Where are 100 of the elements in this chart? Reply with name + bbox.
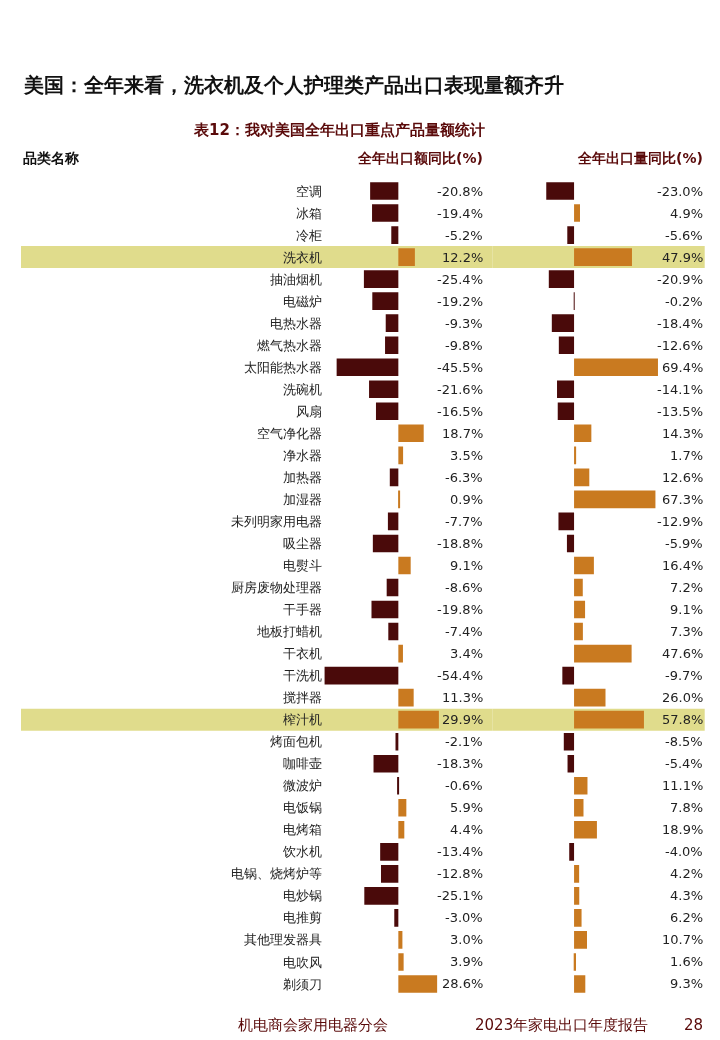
data-label: -0.6% [445, 778, 483, 793]
bar [380, 843, 399, 861]
data-label: -5.6% [665, 228, 703, 243]
data-label: 9.3% [670, 976, 704, 991]
data-label: 28.6% [442, 976, 484, 991]
data-label: -13.4% [437, 844, 483, 859]
y-tick-label: 电炒锅 [283, 888, 323, 904]
y-tick-label: 冰箱 [296, 205, 323, 221]
y-tick-label: 抽油烟机 [270, 271, 323, 287]
bar [574, 798, 584, 817]
data-label: 14.3% [662, 426, 704, 441]
y-tick-label: 榨汁机 [283, 712, 323, 728]
data-label: -8.5% [665, 734, 703, 749]
data-label: 5.9% [450, 800, 484, 815]
data-label: -12.8% [437, 866, 483, 881]
y-tick-label: 冷柜 [296, 227, 323, 243]
bar [398, 424, 424, 443]
data-label: 11.1% [662, 778, 704, 793]
data-label: 47.6% [662, 646, 704, 661]
data-label: 1.7% [670, 448, 704, 463]
bar [370, 182, 399, 200]
bar [574, 578, 583, 597]
bar [369, 380, 399, 399]
bar [380, 865, 399, 883]
y-tick-label: 电熨斗 [283, 558, 323, 574]
data-label: -18.4% [657, 316, 703, 331]
y-tick-label: 电推剪 [283, 910, 323, 926]
bar [398, 644, 403, 663]
y-tick-label: 饮水机 [282, 844, 323, 860]
bar [574, 424, 592, 443]
y-tick-label: 电吹风 [283, 954, 323, 970]
data-label: 1.6% [670, 954, 704, 969]
data-label: 29.9% [442, 712, 484, 727]
bar [397, 776, 400, 795]
bar [574, 820, 597, 839]
y-tick-label: 烤面包机 [270, 734, 323, 750]
text: 品类名称 [23, 150, 79, 166]
y-tick-label: 地板打蜡机 [256, 624, 323, 640]
y-tick-label: 其他理发器具 [244, 932, 323, 948]
bar [398, 248, 415, 266]
x-axis-title: 全年出口量同比(%) [577, 150, 703, 166]
bar [551, 314, 575, 332]
data-label: 12.6% [662, 470, 704, 485]
data-label: 18.9% [662, 822, 704, 837]
bar [574, 622, 583, 641]
y-tick-label: 厨房废物处理器 [231, 580, 323, 596]
bar [562, 666, 575, 685]
bar [566, 534, 575, 553]
bar [324, 666, 399, 685]
data-label: -5.2% [445, 228, 483, 243]
data-label: 7.2% [670, 580, 704, 595]
data-label: 9.1% [670, 602, 704, 617]
bar [385, 336, 399, 355]
bar [546, 182, 575, 200]
data-label: -0.2% [665, 294, 703, 309]
y-tick-label: 空调 [296, 183, 323, 199]
bar [574, 865, 580, 883]
bar [372, 534, 399, 553]
data-label: 11.3% [442, 690, 484, 705]
bar [574, 446, 577, 465]
data-label: 3.9% [450, 954, 484, 969]
bar [574, 931, 587, 949]
data-label: -45.5% [437, 360, 483, 375]
bar [558, 512, 575, 531]
data-label: -12.9% [657, 514, 703, 529]
x-axis-title: 全年出口额同比(%) [357, 150, 483, 166]
bar [372, 204, 399, 222]
bar [558, 336, 575, 355]
data-label: 7.8% [670, 800, 704, 815]
data-label: -7.4% [445, 624, 483, 639]
data-label: 4.3% [670, 888, 704, 903]
y-tick-label: 燃气热水器 [257, 337, 323, 353]
bar [398, 688, 414, 707]
text: 机电商会家用电器分会 [238, 1016, 388, 1034]
bar [567, 226, 575, 244]
bar [391, 226, 399, 244]
bar [548, 270, 575, 288]
data-label: 3.5% [450, 448, 484, 463]
data-label: -54.4% [437, 668, 483, 683]
data-label: 4.2% [670, 866, 704, 881]
bar [398, 975, 438, 993]
data-label: -7.7% [445, 514, 483, 529]
data-label: -18.3% [437, 756, 483, 771]
data-label: -13.5% [657, 404, 703, 419]
y-tick-label: 风扇 [296, 403, 323, 419]
data-label: -14.1% [657, 382, 703, 397]
bar [574, 468, 590, 487]
data-label: 57.8% [662, 712, 704, 727]
bar [385, 314, 399, 332]
bar [574, 909, 582, 927]
data-label: 9.1% [450, 558, 484, 573]
data-label: -12.6% [657, 338, 703, 353]
y-tick-label: 洗衣机 [283, 249, 323, 265]
bar [387, 512, 399, 531]
y-tick-label: 加热器 [283, 469, 323, 485]
y-tick-label: 洗碗机 [283, 381, 323, 397]
data-label: -9.7% [665, 668, 703, 683]
data-label: 3.4% [450, 646, 484, 661]
bar [574, 358, 658, 377]
data-label: 7.3% [670, 624, 704, 639]
